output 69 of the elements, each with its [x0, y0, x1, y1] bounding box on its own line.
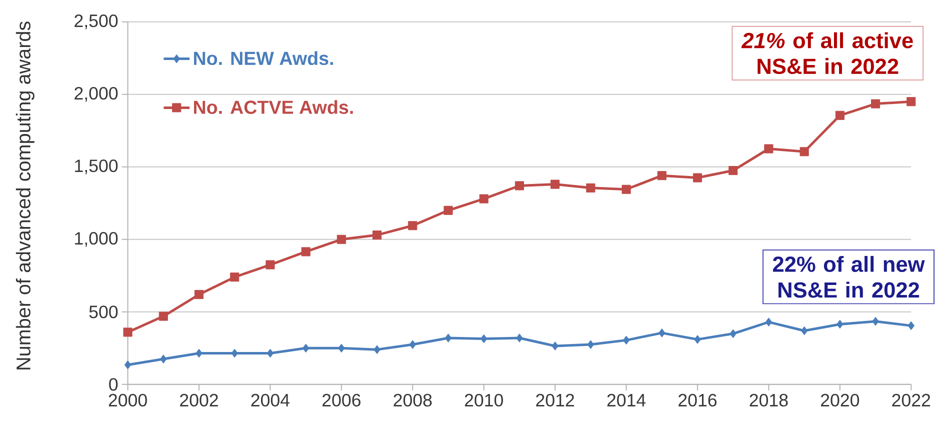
point: [871, 100, 880, 109]
x-tick-label: 2016: [678, 394, 717, 407]
point: [338, 344, 345, 353]
point: [692, 173, 702, 183]
x-tick-label: 2012: [536, 394, 574, 407]
point: [230, 272, 240, 282]
point: [836, 320, 844, 329]
point: [444, 334, 452, 343]
point: [479, 194, 488, 204]
annotation: 21% of all active NS&E in 2022: [741, 32, 913, 74]
point: [123, 328, 132, 337]
point: [301, 247, 310, 256]
point: [444, 206, 453, 216]
x-tick-label: 2002: [180, 394, 218, 407]
x-tick-label: 2004: [251, 394, 290, 407]
point: [657, 171, 666, 180]
x-tick-label: 2006: [322, 394, 360, 407]
point: [374, 345, 380, 354]
point: [765, 318, 772, 327]
point: [194, 290, 204, 300]
point: [336, 235, 346, 244]
point: [231, 349, 238, 358]
y-tick-label: 2,000: [74, 87, 118, 102]
point: [409, 340, 416, 350]
point: [480, 334, 488, 344]
legend-label: No. ACTVE Awds.: [194, 100, 353, 114]
annotation: 22% of all new NS&E in 2022: [772, 256, 925, 298]
y-axis-title: Number of advanced computing awards: [16, 22, 34, 370]
point: [514, 181, 524, 191]
y-tick-label: 1,500: [75, 160, 118, 175]
point: [730, 329, 736, 338]
point: [550, 180, 560, 190]
point: [516, 334, 523, 343]
point: [694, 335, 701, 344]
x-tick-label: 2014: [607, 394, 646, 407]
point: [266, 349, 274, 358]
x-tick-label: 2000: [108, 394, 147, 407]
point: [196, 349, 202, 358]
y-tick-label: 500: [89, 306, 118, 318]
y-tick-label: 2,500: [74, 14, 118, 30]
point: [586, 184, 596, 193]
point: [622, 336, 630, 345]
point: [800, 147, 809, 156]
point: [408, 221, 418, 230]
x-tick-label: 2022: [892, 394, 930, 407]
point: [908, 322, 915, 330]
y-tick-label: 1,000: [75, 232, 118, 248]
point: [266, 260, 275, 270]
x-tick-label: 2008: [394, 394, 432, 407]
point: [372, 230, 382, 240]
point: [728, 166, 738, 176]
x-tick-label: 2020: [820, 394, 860, 407]
point: [764, 144, 774, 154]
point: [160, 354, 167, 364]
point: [124, 360, 132, 370]
point: [622, 185, 631, 194]
x-tick-label: 2010: [464, 394, 503, 407]
legend-label: No. NEW Awds.: [194, 51, 333, 66]
point: [835, 111, 844, 120]
y-tick-label: 0: [109, 378, 118, 391]
point: [658, 328, 666, 338]
x-tick-label: 2018: [750, 394, 788, 407]
point: [302, 344, 310, 353]
point: [158, 312, 168, 322]
point: [906, 97, 916, 106]
point: [872, 317, 879, 326]
point: [552, 342, 558, 351]
point: [587, 340, 594, 350]
point: [800, 326, 808, 336]
